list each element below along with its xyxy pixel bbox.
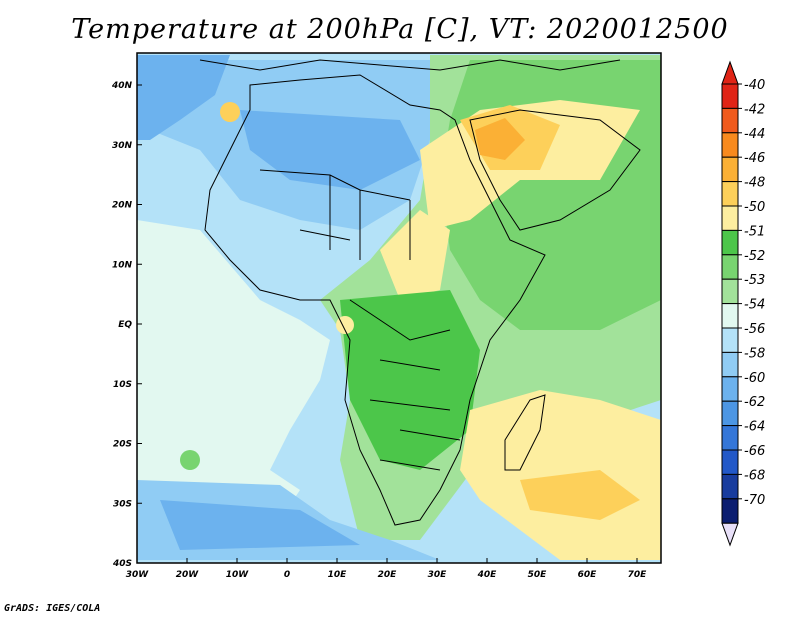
field-congo-green — [340, 290, 480, 470]
field-darkorange-mideast — [475, 118, 525, 160]
colorbar-label: -64 — [744, 420, 765, 435]
colorbar: -40 -42 -44 -46 -48 -50 -51 -52 -53 -54 -56 -58 -60 -… — [721, 60, 765, 547]
lat-tick-label: 40N — [111, 81, 133, 91]
field-spot-morocco — [220, 102, 240, 122]
lat-tick-label: 10S — [113, 380, 132, 390]
lon-tick-label: 10E — [328, 570, 348, 580]
colorbar-label: -48 — [744, 176, 765, 191]
colorbar-swatch — [721, 376, 739, 402]
lat-tick-label: 20S — [113, 440, 132, 450]
colorbar-label: -56 — [744, 322, 765, 337]
colorbar-label: -52 — [744, 249, 765, 264]
grads-credit: GrADS: IGES/COLA — [4, 603, 101, 614]
field-spot-gulf-guinea — [336, 316, 354, 334]
colorbar-label: -68 — [744, 468, 765, 483]
map-title: Temperature at 200hPa [C], VT: 202001250… — [71, 14, 729, 45]
internal-borders — [259, 169, 461, 471]
lat-tick-label: 30S — [113, 499, 132, 509]
colorbar-top-arrow — [721, 60, 739, 85]
lon-tick-label: 40E — [477, 570, 498, 580]
field-southern-darkblue — [160, 500, 360, 550]
lon-tick-label: 20E — [378, 570, 398, 580]
lon-tick-label: 30W — [126, 570, 150, 580]
colorbar-swatch — [721, 278, 739, 305]
field-yellow-hornafrica — [380, 210, 450, 300]
colorbar-label: -62 — [744, 395, 765, 410]
colorbar-swatch — [721, 107, 739, 134]
field-indian-orange — [520, 470, 640, 520]
colorbar-swatch — [721, 83, 739, 109]
colorbar-swatch — [721, 449, 739, 475]
europe-coastline — [199, 59, 621, 71]
colorbar-label: -46 — [744, 151, 765, 166]
lon-tick-label: 30E — [428, 570, 448, 580]
africa-coastline — [204, 74, 546, 526]
lat-tick-label: EQ — [118, 320, 132, 330]
temperature-field — [137, 53, 661, 563]
colorbar-swatch — [721, 351, 739, 378]
lon-tick-label: 50E — [528, 570, 548, 580]
colorbar-label: -44 — [744, 127, 765, 142]
colorbar-swatch — [721, 303, 739, 329]
colorbar-swatch — [721, 473, 739, 500]
colorbar-swatch — [721, 254, 739, 280]
colorbar-label: -66 — [744, 444, 765, 459]
lon-tick-label: 0 — [284, 570, 290, 580]
colorbar-swatch — [721, 425, 739, 451]
colorbar-label: -53 — [744, 273, 765, 288]
colorbar-bottom-arrow — [721, 522, 739, 547]
arabia-coastline — [469, 109, 641, 231]
lon-tick-label: 70E — [628, 570, 648, 580]
madagascar-coastline — [504, 394, 546, 471]
lat-tick-label: 20N — [112, 201, 133, 211]
lat-tick-label: 40S — [112, 559, 132, 569]
colorbar-label: -50 — [744, 200, 765, 215]
colorbar-swatch — [721, 181, 739, 207]
lat-tick-label: 10N — [112, 260, 133, 270]
field-sahara-darkblue — [240, 110, 420, 190]
colorbar-label: -58 — [744, 346, 765, 361]
colorbar-swatch — [721, 400, 739, 427]
lon-tick-label: 10W — [226, 570, 250, 580]
lon-tick-label: 60E — [578, 570, 598, 580]
longitude-axis: 30W 20W 10W 0 10E 20E 30E 40E 50E 60E 70E — [126, 558, 647, 580]
colorbar-label: -60 — [744, 371, 765, 386]
map-frame — [136, 52, 662, 564]
colorbar-swatch — [721, 156, 739, 183]
lat-tick-label: 30N — [112, 141, 133, 151]
colorbar-label: -42 — [744, 102, 765, 117]
colorbar-label: -54 — [744, 298, 765, 313]
coastlines — [199, 59, 641, 526]
field-spot-south-atlantic — [180, 450, 200, 470]
colorbar-swatch — [721, 229, 739, 256]
colorbar-swatch — [721, 498, 739, 524]
lon-tick-label: 20W — [176, 570, 200, 580]
colorbar-swatch — [721, 327, 739, 353]
colorbar-swatch — [721, 132, 739, 158]
field-north-atlantic — [137, 55, 230, 140]
colorbar-label: -51 — [744, 224, 765, 239]
colorbar-label: -40 — [744, 78, 765, 93]
colorbar-swatch — [721, 205, 739, 231]
colorbar-label: -70 — [744, 493, 765, 508]
latitude-axis: 40N 30N 20N 10N EQ 10S 20S 30S 40S — [111, 81, 142, 569]
